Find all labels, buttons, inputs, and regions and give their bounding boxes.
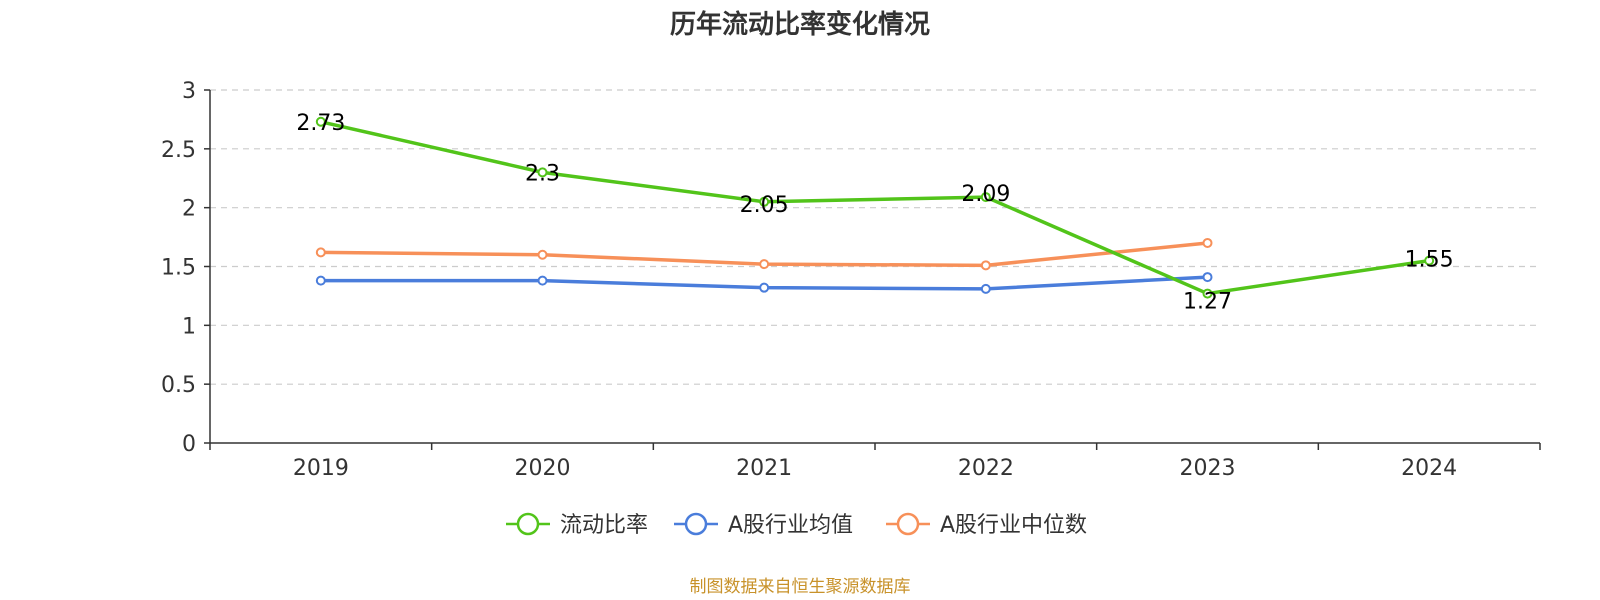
y-tick-label: 1.5 (161, 256, 196, 281)
legend-marker (896, 512, 920, 536)
x-tick-label: 2022 (958, 456, 1014, 481)
x-tick-label: 2019 (293, 456, 349, 481)
data-point (315, 116, 326, 127)
y-tick-label: 2 (182, 197, 196, 222)
legend-item-2[interactable]: A股行业中位数 (886, 512, 1087, 538)
data-point (537, 249, 548, 260)
data-point (1202, 288, 1213, 299)
data-label: 2.73 (296, 111, 345, 136)
data-point (759, 282, 770, 293)
legend-label: A股行业均值 (728, 513, 853, 538)
x-tick-label: 2020 (515, 456, 571, 481)
data-point (980, 260, 991, 271)
data-point (980, 283, 991, 294)
series-line-0 (319, 120, 1431, 296)
legend[interactable]: 流动比率 A股行业均值 A股行业中位数 (506, 512, 1087, 538)
data-labels: 2.73 2.3 2.05 2.09 1.27 1.55 (296, 111, 1453, 315)
legend-item-0[interactable]: 流动比率 (506, 512, 648, 538)
data-point (980, 192, 991, 203)
data-point (537, 167, 548, 178)
y-tick-label: 2.5 (161, 138, 196, 163)
axes: 0 0.5 1 1.5 2 2.5 3 2019 2020 2021 2022 2023 2024 (161, 79, 1541, 481)
chart-title: 历年流动比率变化情况 (670, 9, 930, 40)
legend-label: 流动比率 (560, 513, 648, 538)
legend-marker (684, 512, 708, 536)
x-tick-label: 2023 (1180, 456, 1236, 481)
y-tick-label: 1 (182, 314, 196, 339)
legend-item-1[interactable]: A股行业均值 (674, 512, 853, 538)
y-tick-label: 3 (182, 79, 196, 104)
source-note: 制图数据来自恒生聚源数据库 (690, 577, 911, 597)
legend-label: A股行业中位数 (940, 513, 1087, 538)
x-tick-label: 2024 (1401, 456, 1457, 481)
data-label: 1.55 (1405, 248, 1454, 273)
grid-lines (210, 89, 1540, 385)
data-point (759, 259, 770, 270)
data-point (1424, 255, 1435, 266)
series-lines (315, 116, 1435, 299)
data-label: 1.27 (1183, 290, 1232, 315)
legend-marker (516, 512, 540, 536)
y-tick-label: 0 (182, 432, 196, 457)
data-label: 2.3 (525, 161, 560, 186)
data-label: 2.09 (961, 182, 1010, 207)
y-tick-label: 0.5 (161, 373, 196, 398)
data-point (315, 275, 326, 286)
data-point (537, 275, 548, 286)
data-point (315, 247, 326, 258)
data-label: 2.05 (740, 193, 789, 218)
data-point (759, 196, 770, 207)
x-tick-label: 2021 (736, 456, 792, 481)
data-point (1202, 237, 1213, 248)
data-point (1202, 272, 1213, 283)
